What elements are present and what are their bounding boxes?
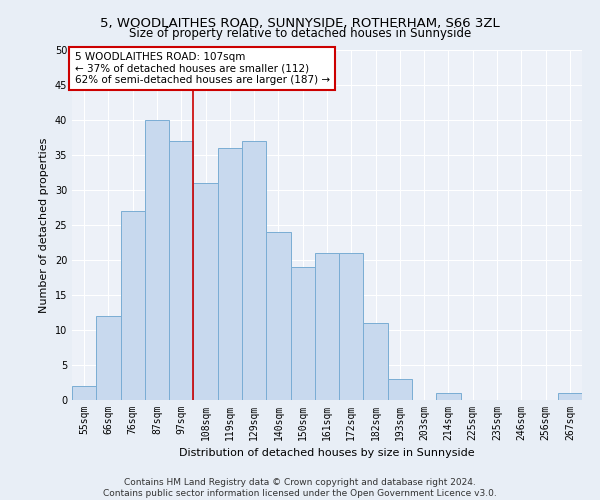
- Bar: [339, 253, 364, 400]
- X-axis label: Distribution of detached houses by size in Sunnyside: Distribution of detached houses by size …: [179, 448, 475, 458]
- Text: 5, WOODLAITHES ROAD, SUNNYSIDE, ROTHERHAM, S66 3ZL: 5, WOODLAITHES ROAD, SUNNYSIDE, ROTHERHA…: [100, 18, 500, 30]
- Bar: [436, 393, 461, 400]
- Bar: [315, 253, 339, 400]
- Bar: [242, 141, 266, 400]
- Bar: [388, 379, 412, 400]
- Text: Contains HM Land Registry data © Crown copyright and database right 2024.
Contai: Contains HM Land Registry data © Crown c…: [103, 478, 497, 498]
- Bar: [290, 267, 315, 400]
- Bar: [364, 323, 388, 400]
- Bar: [96, 316, 121, 400]
- Bar: [218, 148, 242, 400]
- Bar: [558, 393, 582, 400]
- Text: 5 WOODLAITHES ROAD: 107sqm
← 37% of detached houses are smaller (112)
62% of sem: 5 WOODLAITHES ROAD: 107sqm ← 37% of deta…: [74, 52, 329, 85]
- Bar: [193, 183, 218, 400]
- Bar: [169, 141, 193, 400]
- Bar: [72, 386, 96, 400]
- Bar: [121, 211, 145, 400]
- Bar: [266, 232, 290, 400]
- Text: Size of property relative to detached houses in Sunnyside: Size of property relative to detached ho…: [129, 28, 471, 40]
- Y-axis label: Number of detached properties: Number of detached properties: [39, 138, 49, 312]
- Bar: [145, 120, 169, 400]
